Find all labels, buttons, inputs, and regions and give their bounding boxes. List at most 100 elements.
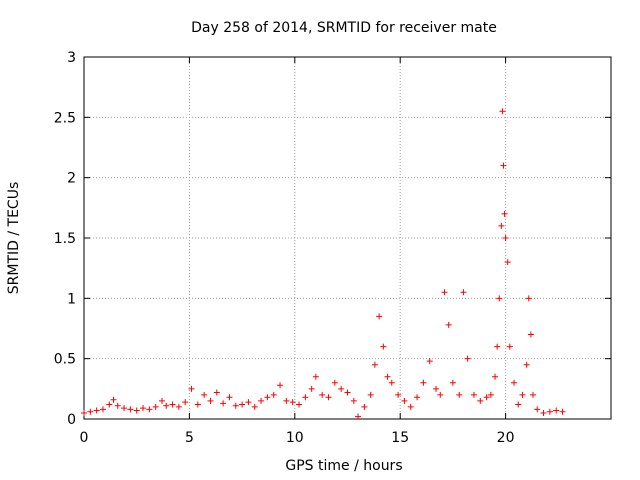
data-point (460, 289, 467, 296)
data-point (213, 389, 220, 396)
data-point (163, 402, 170, 409)
data-point (270, 391, 277, 398)
data-point (93, 407, 100, 414)
data-point (110, 396, 117, 403)
data-point (388, 379, 395, 386)
data-point (559, 408, 566, 415)
x-tick-label: 0 (80, 430, 89, 446)
chart-title: Day 258 of 2014, SRMTID for receiver mat… (191, 20, 497, 36)
data-point (499, 108, 506, 115)
data-point (289, 399, 296, 406)
y-tick-label: 1 (67, 291, 76, 307)
data-point (380, 343, 387, 350)
data-point (331, 379, 338, 386)
data-point (182, 399, 189, 406)
data-point (325, 394, 332, 401)
y-tick-label: 1.5 (54, 231, 76, 247)
data-point (127, 406, 134, 413)
data-point (477, 397, 484, 404)
data-point (464, 355, 471, 362)
data-point (437, 391, 444, 398)
data-point (106, 401, 113, 408)
data-point (500, 162, 507, 169)
data-point (445, 321, 452, 328)
data-point (361, 403, 368, 410)
data-points (81, 108, 566, 420)
data-point (344, 389, 351, 396)
data-point (530, 391, 537, 398)
data-point (175, 403, 182, 410)
data-point (226, 394, 233, 401)
data-point (114, 402, 121, 409)
data-point (87, 408, 94, 415)
data-point (407, 403, 414, 410)
x-axis-label: GPS time / hours (285, 458, 402, 474)
data-point (264, 394, 271, 401)
data-point (158, 397, 165, 404)
data-point (194, 401, 201, 408)
data-point (152, 403, 159, 410)
data-point (494, 343, 501, 350)
x-tick-label: 10 (286, 430, 304, 446)
data-point (296, 401, 303, 408)
data-point (501, 210, 508, 217)
data-point (201, 391, 208, 398)
y-tick-label: 0 (67, 412, 76, 428)
data-point (232, 402, 239, 409)
data-point (540, 409, 547, 416)
data-point (534, 406, 541, 413)
data-point (277, 382, 284, 389)
data-point (251, 403, 258, 410)
y-tick-label: 3 (67, 50, 76, 66)
data-point (81, 409, 87, 416)
data-point (302, 394, 309, 401)
data-point (188, 385, 195, 392)
data-point (525, 295, 532, 302)
x-tick-label: 15 (391, 430, 409, 446)
data-point (283, 397, 290, 404)
data-point (384, 373, 391, 380)
data-point (140, 405, 147, 412)
data-point (515, 401, 522, 408)
data-point (441, 289, 448, 296)
data-point (308, 385, 315, 392)
data-point (433, 385, 440, 392)
data-point (395, 391, 402, 398)
data-point (483, 394, 490, 401)
data-point (146, 406, 153, 413)
data-point (319, 391, 326, 398)
y-axis-label: SRMTID / TECUs (6, 182, 22, 295)
data-point (511, 379, 518, 386)
data-point (376, 313, 383, 320)
data-point (133, 407, 140, 414)
axis-ticks: 0 5 10 15 20 0 0.5 1 1.5 2 2.5 3 (54, 50, 611, 446)
data-point (470, 391, 477, 398)
data-point (371, 361, 378, 368)
data-point (426, 358, 433, 365)
data-point (121, 405, 128, 412)
y-tick-label: 0.5 (54, 352, 76, 368)
data-point (239, 401, 246, 408)
x-tick-label: 20 (497, 430, 515, 446)
data-point (496, 295, 503, 302)
data-point (355, 413, 362, 420)
data-point (502, 235, 509, 241)
data-point (312, 373, 319, 380)
data-point (169, 401, 176, 408)
data-point (220, 400, 227, 407)
data-point (207, 397, 214, 404)
data-point (553, 407, 560, 414)
data-point (258, 397, 265, 404)
y-tick-label: 2.5 (54, 110, 76, 126)
data-point (498, 222, 505, 229)
data-point (338, 385, 345, 392)
data-point (519, 391, 526, 398)
grid (84, 57, 611, 419)
data-point (492, 373, 499, 380)
data-point (487, 391, 494, 398)
data-point (350, 397, 357, 404)
data-point (367, 391, 374, 398)
data-point (420, 379, 427, 386)
data-point (506, 343, 513, 350)
